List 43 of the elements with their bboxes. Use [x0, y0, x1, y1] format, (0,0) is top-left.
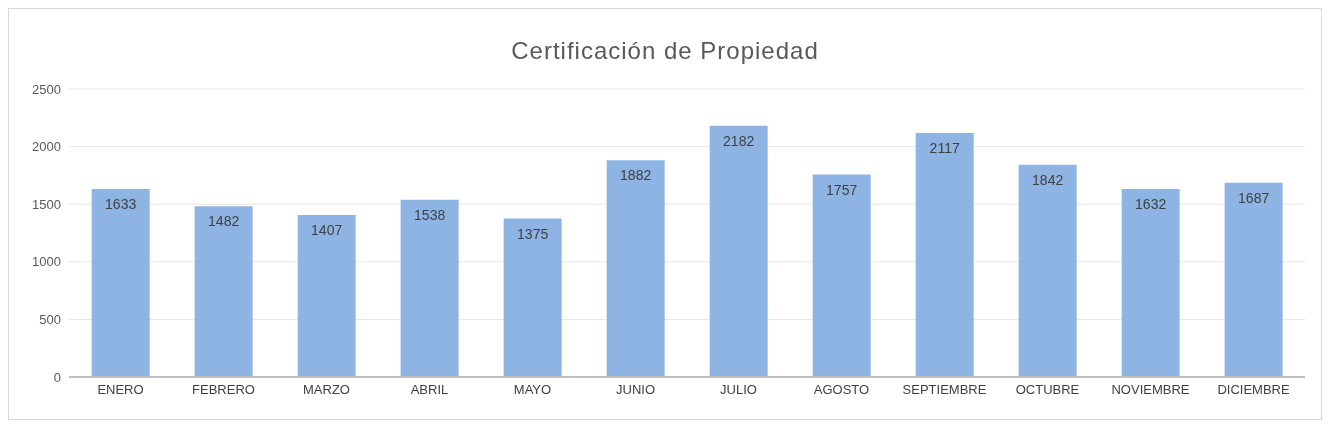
data-label: 1757 — [826, 181, 858, 198]
y-tick-label: 2500 — [32, 81, 61, 97]
data-label: 1633 — [105, 195, 137, 212]
data-label: 1407 — [311, 221, 343, 238]
data-label: 2182 — [723, 132, 755, 149]
bar — [297, 214, 356, 377]
bar — [194, 206, 253, 377]
data-label: 1482 — [208, 213, 240, 230]
bar — [400, 199, 459, 377]
x-tick-label: NOVIEMBRE — [1111, 382, 1190, 398]
y-tick-label: 1000 — [32, 254, 61, 270]
x-tick-label: FEBRERO — [192, 382, 255, 398]
bar — [709, 125, 768, 377]
data-label: 1882 — [620, 167, 652, 184]
data-label: 1842 — [1032, 171, 1064, 188]
bar — [606, 160, 665, 377]
bar — [1121, 188, 1180, 377]
x-tick-label: ABRIL — [410, 382, 449, 398]
data-label: 1687 — [1238, 189, 1270, 206]
x-tick-label: AGOSTO — [813, 382, 870, 398]
bar — [503, 218, 562, 377]
x-tick-label: ENERO — [97, 382, 144, 398]
bar — [812, 174, 871, 377]
x-tick-label: DICIEMBRE — [1217, 382, 1290, 398]
x-tick-label: OCTUBRE — [1015, 382, 1080, 398]
x-tick-label: MARZO — [303, 382, 350, 398]
y-tick-label: 2000 — [32, 139, 61, 155]
bar — [91, 188, 150, 377]
x-tick-label: MAYO — [513, 382, 552, 398]
data-label: 1632 — [1135, 195, 1167, 212]
y-tick-label: 1500 — [32, 196, 61, 212]
y-tick-label: 0 — [53, 369, 61, 385]
bar — [915, 133, 974, 377]
x-tick-label: SEPTIEMBRE — [902, 382, 987, 398]
y-tick-label: 500 — [39, 312, 61, 328]
x-tick-label: JULIO — [720, 382, 757, 398]
bar — [1224, 182, 1283, 377]
data-label: 2117 — [929, 140, 960, 157]
data-label: 1375 — [517, 225, 549, 242]
chart-title: Certificación de Propiedad — [510, 36, 820, 66]
x-tick-label: JUNIO — [616, 382, 655, 398]
bar — [1018, 164, 1077, 377]
data-label: 1538 — [414, 206, 446, 223]
